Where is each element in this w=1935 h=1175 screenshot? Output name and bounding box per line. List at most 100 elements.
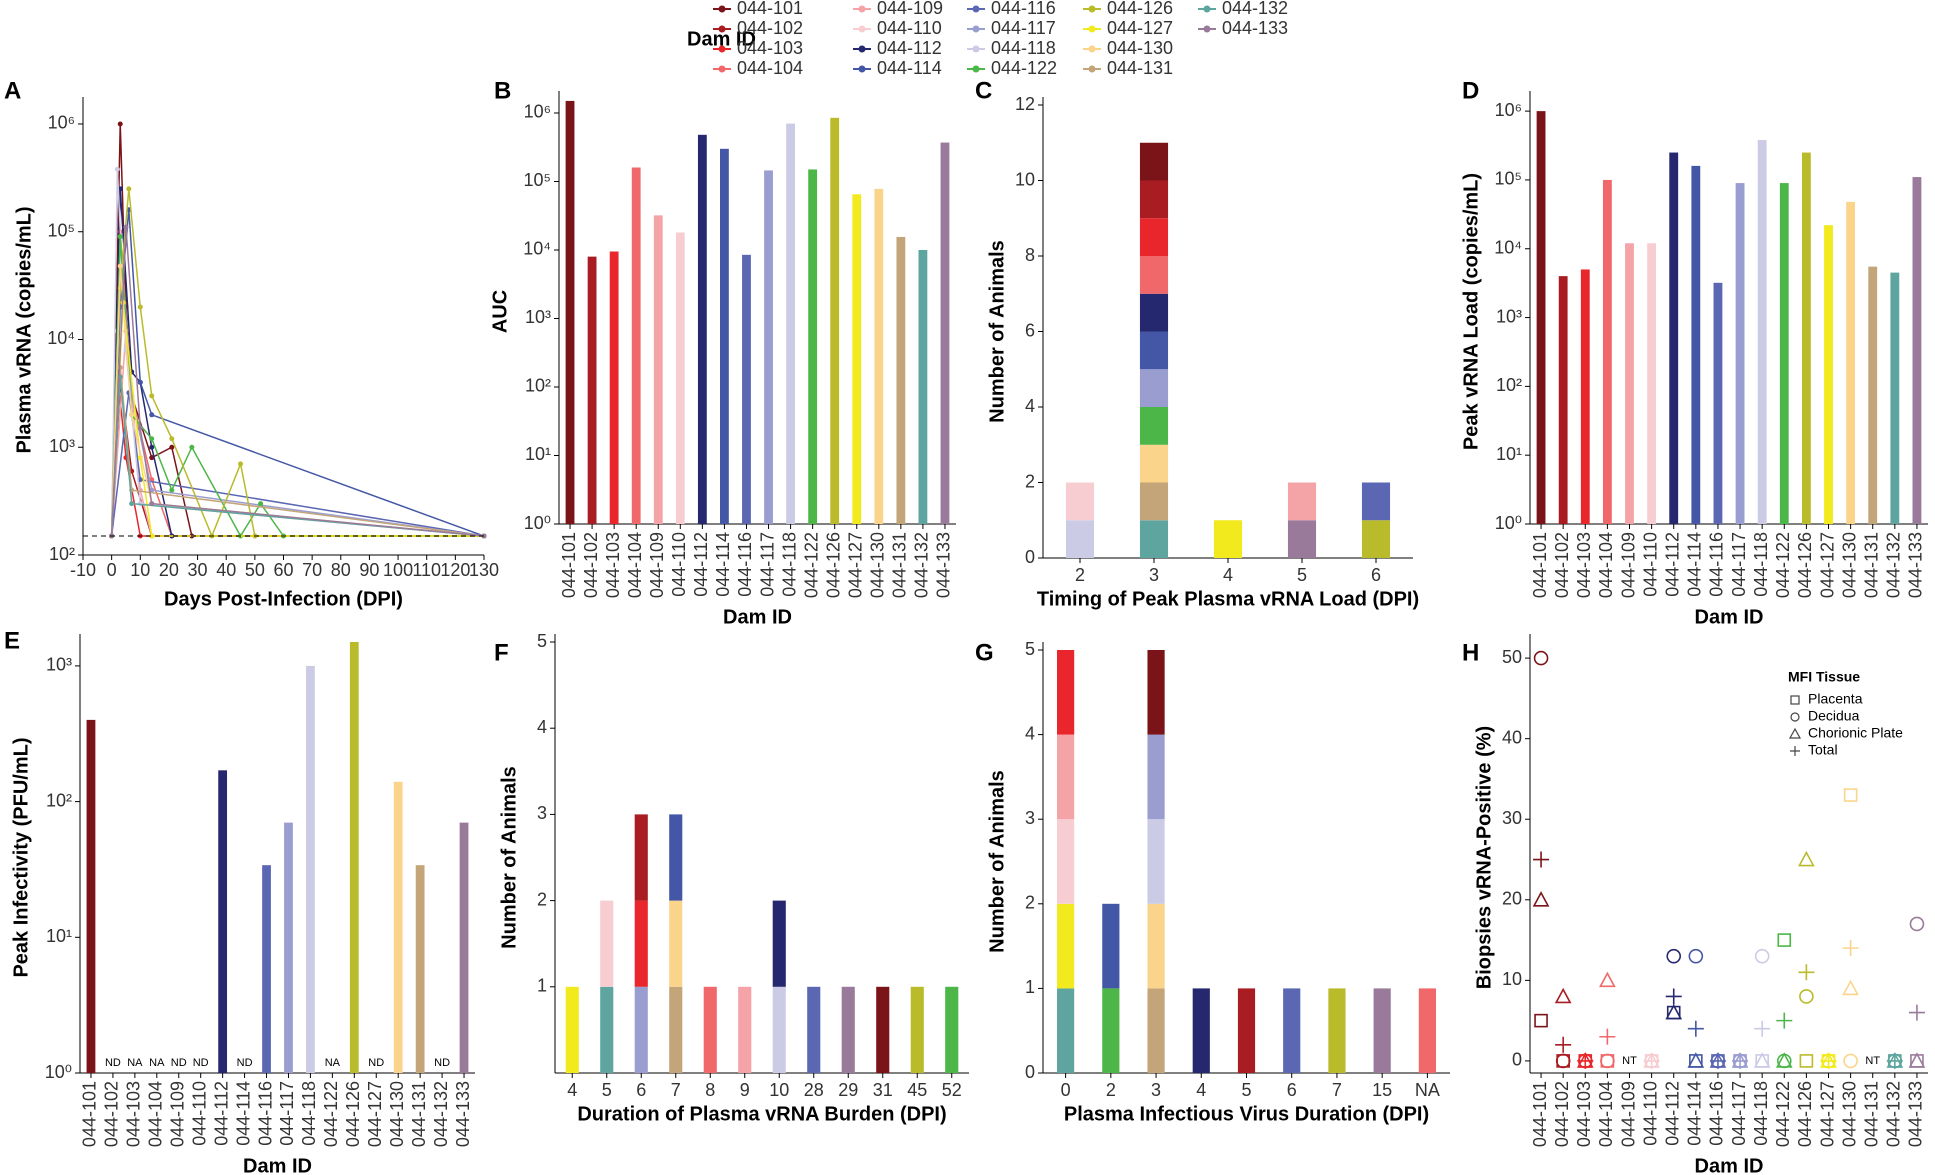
point-triangle: [1798, 850, 1815, 867]
bar-segment: [1057, 988, 1075, 1073]
x-tick-label: 29: [838, 1080, 858, 1100]
point-triangle: [1753, 1052, 1771, 1068]
legend-label: 044-114: [877, 58, 942, 78]
data-point: [189, 444, 195, 450]
legend-label: 044-104: [737, 58, 803, 78]
x-tick-label: 044-114: [233, 1081, 253, 1146]
x-tick-label: 7: [1332, 1080, 1342, 1100]
y-tick-label: 10²: [49, 544, 75, 564]
bar: [1846, 201, 1856, 524]
y-tick-label: 10³: [49, 436, 75, 456]
bar-segment: [1147, 650, 1165, 735]
x-tick-label: 044-102: [1552, 1081, 1572, 1147]
x-axis-title: Duration of Plasma vRNA Burden (DPI): [577, 1103, 946, 1125]
bar: [262, 865, 271, 1073]
y-tick-label: 10⁵: [524, 170, 551, 190]
x-tick-label: 5: [602, 1080, 612, 1100]
y-tick-label: 10⁵: [48, 220, 75, 240]
point-circle: [1799, 989, 1814, 1004]
point-plus: [1732, 1052, 1749, 1069]
point-triangle: [1687, 1052, 1705, 1068]
bar-segment: [1139, 180, 1169, 219]
panel-letter: B: [494, 77, 511, 104]
x-tick-label: 4: [1196, 1080, 1206, 1100]
bar: [764, 170, 773, 524]
y-tick-label: 10⁰: [524, 513, 551, 533]
x-tick-label: 044-126: [1795, 1081, 1815, 1147]
point-plus: [1886, 1052, 1903, 1069]
bar-segment: [1139, 444, 1169, 483]
data-point: [117, 234, 123, 240]
panel-letter: F: [494, 639, 509, 666]
x-tick-label: 044-127: [846, 532, 866, 598]
x-tick-label: 2: [1075, 565, 1085, 585]
x-tick-label: 28: [804, 1080, 824, 1100]
bar-segment: [910, 986, 924, 1073]
x-tick-label: 0: [107, 560, 117, 580]
bar-segment: [1287, 482, 1317, 521]
value-label: NA: [149, 1057, 165, 1069]
legend-swatch: [1088, 25, 1096, 33]
y-tick-label: 0: [1025, 547, 1035, 567]
x-tick-label: 8: [705, 1080, 715, 1100]
bar-segment: [841, 986, 855, 1073]
x-tick-label: 4: [567, 1080, 577, 1100]
bar: [1801, 152, 1811, 525]
bar: [565, 100, 575, 525]
x-tick-label: 044-117: [1729, 1081, 1749, 1146]
x-tick-label: 044-102: [581, 532, 601, 598]
legend-label: 044-103: [737, 38, 803, 58]
y-tick-label: 30: [1502, 808, 1522, 828]
x-tick-label: 044-117: [757, 532, 777, 597]
y-axis-title: AUC: [489, 290, 511, 333]
x-tick-label: 044-122: [1773, 1081, 1793, 1147]
bar: [284, 822, 293, 1073]
legend-label: 044-126: [1107, 0, 1173, 18]
bar-segment: [1102, 988, 1120, 1073]
data-point: [149, 455, 155, 461]
y-tick-label: 10⁴: [523, 239, 551, 259]
y-axis-title: Number of Animals: [498, 766, 520, 949]
x-tick-label: 044-131: [890, 532, 910, 598]
data-point: [149, 533, 155, 539]
data-point: [126, 186, 132, 192]
point-plus: [1533, 851, 1550, 868]
x-tick-label: 044-104: [1596, 1081, 1616, 1147]
bar: [218, 770, 228, 1073]
bar: [1779, 183, 1789, 524]
y-tick-label: 10¹: [525, 444, 551, 464]
bar: [1868, 266, 1878, 524]
bar: [459, 822, 469, 1073]
y-tick-label: 2: [537, 889, 547, 909]
x-tick-label: 20: [159, 560, 179, 580]
x-tick-label: 52: [942, 1080, 962, 1100]
bar-segment: [1373, 988, 1391, 1073]
legend-label: 044-109: [877, 0, 943, 18]
series-line: [110, 227, 485, 537]
x-tick-label: 044-132: [912, 532, 932, 598]
y-tick-label: 0: [1025, 1062, 1035, 1082]
value-label: ND: [434, 1057, 450, 1069]
x-tick-label: 044-101: [1530, 1081, 1550, 1147]
value-label: NT: [1865, 1055, 1880, 1067]
bar: [742, 254, 751, 524]
x-tick-label: 60: [273, 560, 293, 580]
bar-segment: [1361, 520, 1391, 558]
x-tick-label: 044-130: [1839, 1081, 1859, 1147]
legend-swatch: [972, 5, 980, 13]
bar-segment: [1328, 988, 1346, 1073]
series-line: [110, 231, 484, 537]
x-tick-label: 044-112: [691, 532, 711, 597]
legend-swatch: [1088, 45, 1096, 53]
x-tick-label: 044-114: [1685, 1081, 1705, 1146]
bar-segment: [1139, 142, 1169, 181]
point-circle: [1909, 916, 1925, 932]
bar: [1912, 177, 1922, 524]
x-tick-label: 044-103: [124, 1081, 144, 1147]
legend-swatch: [1088, 65, 1096, 73]
value-label: ND: [237, 1057, 253, 1069]
legend-label: Total: [1808, 742, 1838, 758]
point-plus: [1577, 1052, 1594, 1069]
y-tick-label: 10⁶: [48, 113, 75, 133]
bar: [1558, 276, 1568, 524]
